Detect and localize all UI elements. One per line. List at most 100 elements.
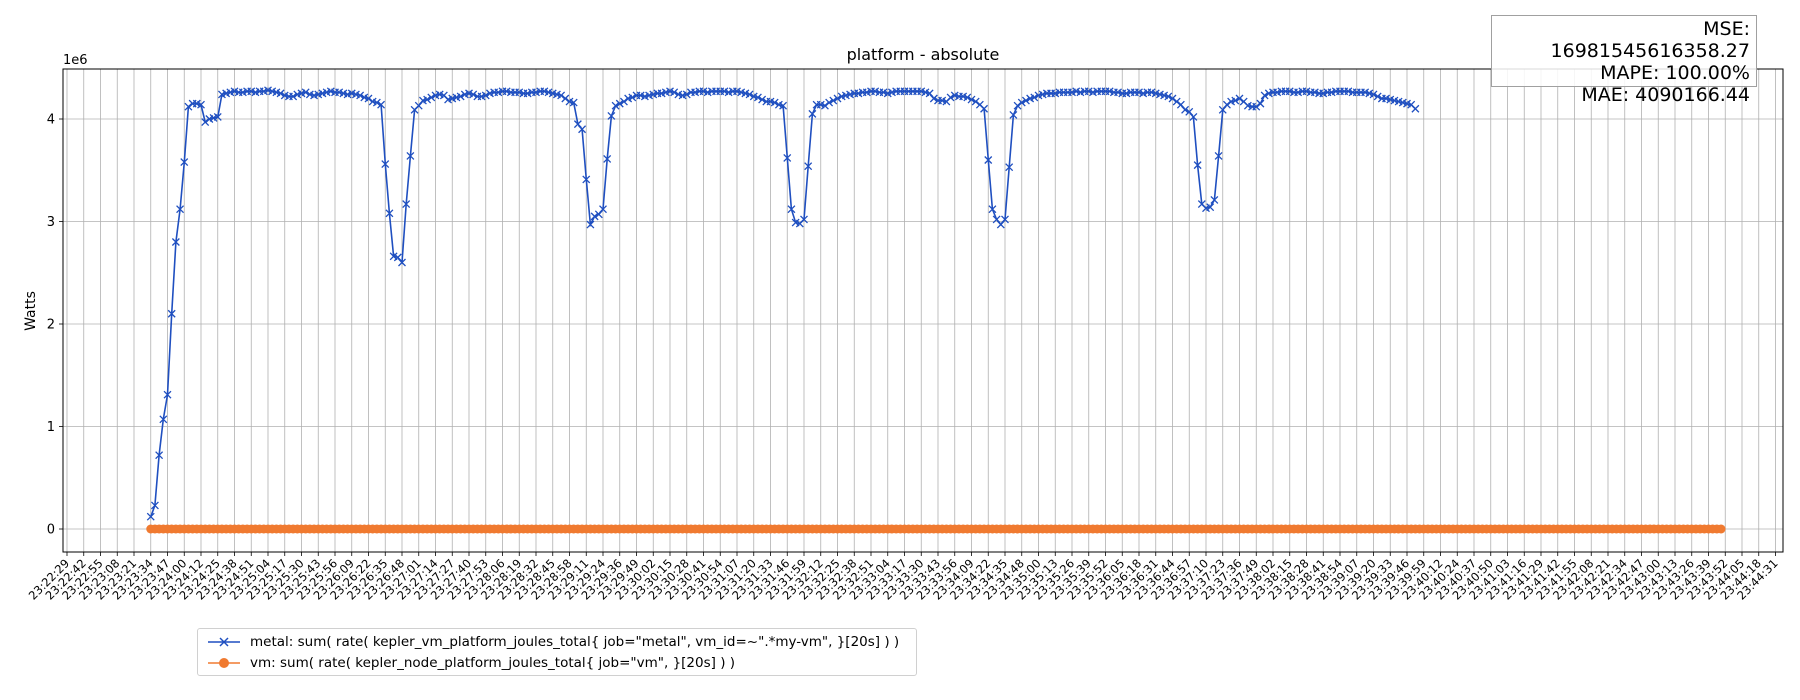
data-point-metal (682, 90, 691, 99)
data-point-metal (628, 93, 637, 102)
data-point-metal (171, 238, 180, 246)
data-point-metal (753, 93, 762, 102)
data-point-metal (159, 415, 168, 424)
data-point-metal (1005, 163, 1014, 172)
data-point-metal (569, 98, 578, 107)
data-point-metal (1168, 94, 1177, 103)
data-point-metal (364, 94, 373, 103)
data-point-metal (582, 175, 591, 184)
data-point-metal (1214, 151, 1223, 160)
legend-item-vm: vm: sum( rate( kepler_node_platform_joul… (206, 653, 735, 673)
data-point-metal (1001, 215, 1009, 224)
data-point-metal (925, 89, 934, 98)
y-axis-offset-label: 1e6 (63, 53, 88, 68)
data-point-metal (1030, 93, 1039, 102)
data-point-metal (414, 101, 423, 110)
data-point-metal (599, 205, 607, 214)
data-point-metal (783, 153, 792, 162)
data-point-metal (971, 97, 980, 106)
data-point-metal (557, 91, 566, 100)
data-point-metal (1411, 104, 1420, 113)
data-point-metal (180, 158, 189, 167)
data-point-metal (423, 95, 432, 104)
data-point-metal (184, 102, 193, 111)
data-point-metal (150, 501, 159, 510)
mse-stat: MSE: 16981545616358.27 (1550, 18, 1750, 62)
data-point-metal (619, 97, 628, 106)
data-point-metal (1164, 92, 1173, 101)
data-point-metal (301, 88, 310, 97)
data-point-metal (406, 151, 415, 160)
y-tick-label: 3 (47, 215, 55, 230)
data-point-metal (1185, 107, 1194, 116)
data-point-metal (984, 156, 993, 164)
data-point-metal (586, 220, 595, 229)
legend-label-vm: vm: sum( rate( kepler_node_platform_joul… (250, 655, 736, 671)
data-point-metal (176, 205, 185, 214)
chart-title: platform - absolute (847, 45, 1000, 64)
data-point-metal (213, 112, 222, 121)
plot-frame (62, 68, 1784, 553)
y-tick-label: 0 (47, 523, 55, 538)
data-point-metal (988, 205, 997, 214)
data-point-metal (356, 91, 365, 100)
data-point-metal (992, 215, 1001, 224)
data-point-metal (197, 100, 205, 109)
data-point-metal (787, 205, 796, 214)
data-point-metal (1231, 96, 1240, 105)
legend-item-metal: metal: sum( rate( kepler_vm_platform_jou… (206, 632, 899, 652)
data-point-metal (1210, 196, 1219, 204)
data-point-metal (1222, 100, 1231, 109)
data-point-metal (146, 512, 155, 521)
data-point-metal (385, 209, 394, 218)
data-point-metal (611, 101, 620, 110)
data-point-metal (573, 120, 582, 129)
data-point-vm (1716, 524, 1726, 534)
data-point-metal (1373, 92, 1382, 101)
data-point-metal (1013, 101, 1022, 110)
data-point-metal (1021, 96, 1030, 105)
data-point-metal (996, 220, 1005, 229)
data-point-metal (800, 215, 808, 224)
y-tick-label: 1 (47, 420, 55, 435)
data-point-metal (779, 101, 788, 110)
data-point-metal (469, 90, 478, 99)
data-point-metal (615, 99, 624, 108)
data-point-metal (201, 118, 210, 127)
data-point-metal (758, 95, 767, 104)
y-tick-label: 2 (47, 318, 55, 333)
data-point-metal (946, 93, 955, 102)
data-point-metal (670, 88, 679, 97)
data-point-metal (745, 90, 754, 99)
data-point-metal (1009, 110, 1018, 119)
data-point-metal (276, 89, 285, 98)
series-plot-area (146, 86, 1726, 534)
data-point-metal (804, 162, 813, 171)
data-point-metal (820, 101, 829, 110)
y-tick-label: 4 (47, 113, 55, 128)
series-line-metal (150, 89, 1416, 517)
x-axis-ticks: 23:22:2923:22:4223:22:5523:23:0823:23:21… (26, 552, 1781, 603)
data-point-metal (561, 94, 570, 103)
data-point-metal (1193, 161, 1202, 170)
data-point-metal (1172, 97, 1181, 106)
data-point-metal (393, 253, 402, 262)
data-point-metal (980, 104, 989, 113)
data-point-metal (1206, 203, 1215, 212)
data-point-metal (163, 390, 172, 399)
legend-marker-x-icon (208, 637, 240, 647)
data-point-metal (381, 160, 390, 169)
grid-lines (63, 69, 1783, 552)
data-point-metal (963, 93, 972, 102)
legend: metal: sum( rate( kepler_vm_platform_jou… (197, 628, 917, 676)
data-point-metal (402, 200, 411, 209)
mape-stat: MAPE: 100.00% (1600, 62, 1750, 84)
data-point-metal (1235, 94, 1244, 103)
data-point-metal (1189, 112, 1198, 121)
data-point-metal (929, 94, 938, 103)
data-point-metal (289, 92, 298, 101)
legend-marker-circle-icon (208, 658, 240, 668)
data-point-metal (770, 98, 779, 107)
data-point-metal (377, 100, 386, 109)
